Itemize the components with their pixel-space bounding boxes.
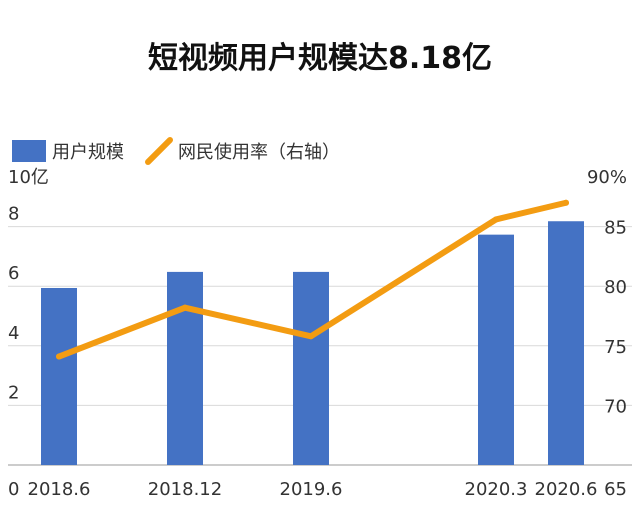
- bar: [478, 234, 514, 465]
- bar: [293, 271, 329, 465]
- line-point: [493, 216, 499, 223]
- line-point: [56, 353, 62, 360]
- y-right-tick: 80: [604, 277, 627, 298]
- y-left-tick: 10亿: [8, 167, 49, 188]
- x-tick: 2018.6: [28, 479, 91, 500]
- x-axis-ticks: 0 2018.6 2018.12 2019.6 2020.3 2020.6 65: [8, 479, 627, 500]
- y-right-tick: 65: [604, 479, 627, 500]
- legend-bar-swatch: [12, 140, 46, 162]
- legend-line-label: 网民使用率（右轴）: [178, 142, 340, 163]
- x-tick: 2020.3: [465, 479, 528, 500]
- y-left-tick: 2: [8, 382, 19, 403]
- right-axis-ticks: 70 75 80 85 90%: [587, 167, 627, 417]
- legend-line-swatch: [145, 137, 173, 165]
- y-right-tick: 85: [604, 218, 627, 239]
- y-right-tick: 70: [604, 396, 627, 417]
- y-right-tick: 75: [604, 337, 627, 358]
- line-point: [308, 333, 314, 340]
- bar: [41, 287, 77, 465]
- line-series: [56, 199, 569, 360]
- left-axis-ticks: 2 4 6 8 10亿: [8, 167, 49, 403]
- y-left-tick: 8: [8, 204, 19, 225]
- y-left-tick: 6: [8, 263, 19, 284]
- x-tick: 2020.6: [535, 479, 598, 500]
- line-point: [182, 304, 188, 311]
- bar-series: [41, 221, 584, 465]
- chart-title: 短视频用户规模达8.18亿: [148, 41, 492, 76]
- legend-bar-label: 用户规模: [52, 142, 124, 163]
- x-tick: 2019.6: [280, 479, 343, 500]
- y-right-tick: 90%: [587, 167, 627, 188]
- y-left-tick: 0: [8, 479, 19, 500]
- y-left-tick: 4: [8, 323, 19, 344]
- bar: [167, 271, 203, 465]
- line-point: [563, 199, 569, 206]
- bar: [548, 221, 584, 465]
- x-tick: 2018.12: [148, 479, 222, 500]
